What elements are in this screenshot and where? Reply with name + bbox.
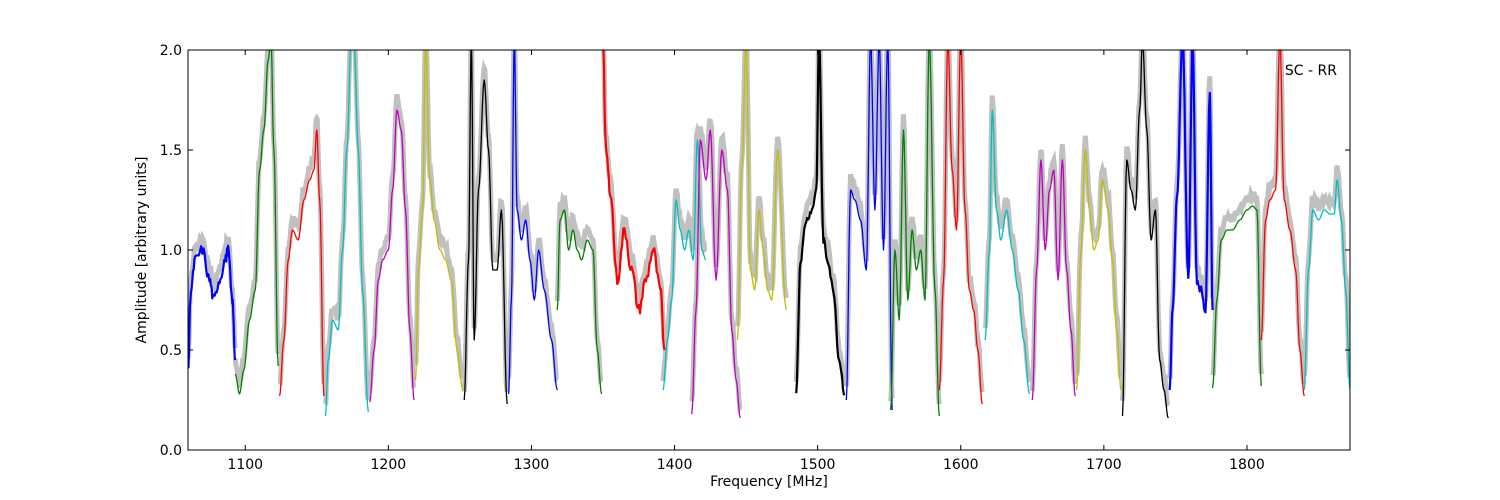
y-tick-label: 0.0 bbox=[160, 443, 182, 459]
series-line-15 bbox=[845, 50, 893, 411]
y-tick-label: 2.0 bbox=[160, 43, 182, 59]
series-line-1 bbox=[188, 244, 237, 369]
x-tick-label: 1800 bbox=[1229, 457, 1265, 473]
series-line-17 bbox=[938, 50, 983, 405]
series-line-25 bbox=[1303, 179, 1350, 391]
reference-band-16 bbox=[888, 50, 942, 405]
series-line-23 bbox=[1211, 205, 1262, 389]
series-line-4 bbox=[324, 50, 369, 417]
reference-band-6 bbox=[413, 50, 465, 380]
series-line-13 bbox=[736, 50, 787, 341]
reference-band-25 bbox=[1301, 165, 1350, 379]
x-tick-label: 1200 bbox=[371, 457, 407, 473]
series-layer bbox=[188, 50, 1350, 419]
x-tick-label: 1700 bbox=[1086, 457, 1122, 473]
reference-band-8 bbox=[506, 50, 559, 383]
reference-band-23 bbox=[1210, 184, 1264, 377]
series-line-9 bbox=[556, 209, 603, 395]
series-line-10 bbox=[602, 50, 666, 351]
series-line-18 bbox=[984, 109, 1031, 395]
y-tick-label: 1.0 bbox=[160, 243, 182, 259]
series-line-14 bbox=[795, 50, 846, 396]
series-line-5 bbox=[369, 109, 415, 403]
y-tick-label: 1.5 bbox=[160, 143, 182, 159]
x-tick-label: 1400 bbox=[657, 457, 693, 473]
series-line-3 bbox=[278, 129, 325, 397]
x-tick-label: 1100 bbox=[227, 457, 263, 473]
y-axis-title: Amplitude [arbitrary units] bbox=[134, 157, 150, 344]
series-line-12 bbox=[691, 129, 742, 419]
series-line-16 bbox=[889, 50, 940, 417]
series-line-20 bbox=[1076, 149, 1122, 391]
x-tick-label: 1500 bbox=[800, 457, 836, 473]
y-tick-label: 0.5 bbox=[160, 343, 182, 359]
series-line-7 bbox=[463, 50, 508, 405]
x-tick-label: 1600 bbox=[943, 457, 979, 473]
x-axis-title: Frequency [MHz] bbox=[710, 474, 828, 490]
series-line-2 bbox=[234, 50, 279, 395]
series-line-21 bbox=[1121, 50, 1169, 419]
annotation-label: SC - RR bbox=[1285, 63, 1337, 79]
series-line-6 bbox=[414, 50, 464, 391]
x-tick-label: 1300 bbox=[514, 457, 550, 473]
series-line-22 bbox=[1168, 50, 1214, 391]
series-line-24 bbox=[1260, 50, 1305, 397]
series-line-8 bbox=[507, 50, 558, 395]
ticks-layer: 1100 1200 1300 1400 1500 1600 1700 1800 0.0 0.5 1.… bbox=[160, 43, 1350, 473]
series-line-19 bbox=[1031, 159, 1076, 401]
